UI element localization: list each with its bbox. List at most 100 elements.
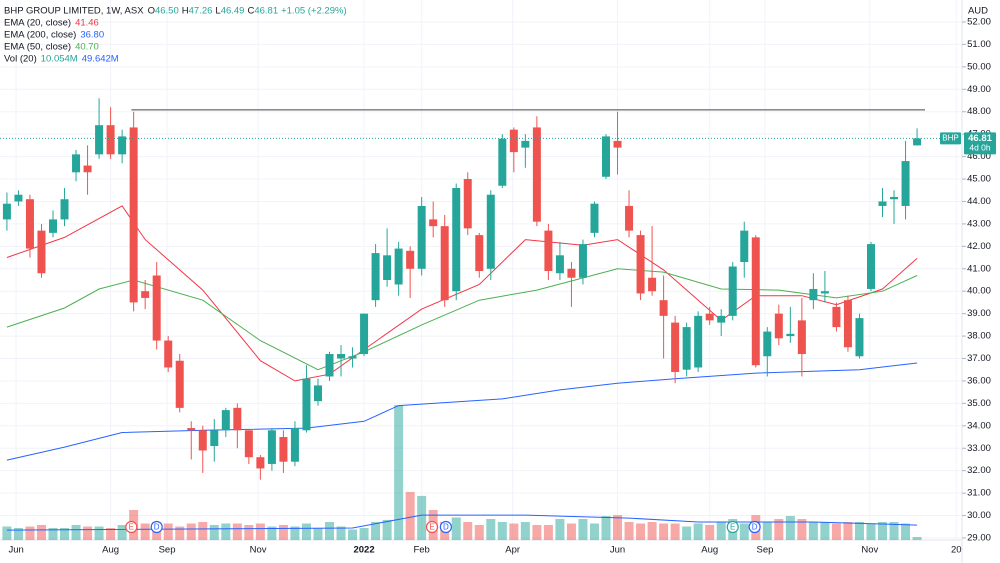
x-tick-label: Sep	[159, 545, 176, 556]
event-label: E	[129, 523, 134, 532]
volume-bar	[774, 519, 784, 540]
candle-body	[37, 230, 46, 274]
candle-body	[233, 407, 242, 431]
volume-bar	[290, 526, 300, 540]
volume-bar	[693, 523, 703, 540]
candle-body	[832, 306, 841, 328]
y-tick-label: 35.00	[967, 398, 991, 409]
volume-bar	[71, 525, 81, 540]
candle-body	[648, 277, 657, 292]
event-marker	[748, 520, 761, 534]
x-tick-label: Nov	[250, 545, 267, 556]
candle-body	[682, 327, 691, 370]
volume-bar	[555, 519, 565, 540]
candle-body	[129, 127, 138, 303]
volume-bar	[60, 528, 70, 540]
volume-bar	[486, 519, 496, 540]
candle-body	[763, 331, 772, 357]
candle-body	[417, 205, 426, 269]
candle-body	[244, 430, 253, 458]
volume-bar	[48, 528, 58, 540]
candle-body	[786, 333, 795, 337]
candle-body	[532, 127, 541, 222]
ohlc-label: H	[182, 6, 189, 17]
candle-body	[544, 230, 553, 272]
candle-body	[279, 437, 288, 462]
volume-bar	[601, 516, 611, 540]
currency: AUD	[968, 6, 988, 17]
volume-bar	[394, 405, 404, 540]
volume-bar	[382, 519, 392, 540]
volume-bar	[140, 523, 150, 540]
y-tick-label: 39.00	[967, 308, 991, 319]
event-label: E	[730, 523, 735, 532]
volume-bar	[36, 525, 46, 540]
candle-body	[118, 136, 127, 155]
candle-body	[440, 226, 449, 301]
volume-bar	[613, 515, 623, 540]
event-marker	[439, 520, 452, 534]
volume-bar	[912, 536, 922, 540]
candle-body	[740, 230, 749, 263]
y-tick-label: 42.00	[967, 241, 991, 252]
candle-body	[636, 235, 645, 294]
x-tick-label: 20	[951, 545, 962, 556]
ema-line	[6, 362, 918, 461]
indicator-lines	[6, 205, 918, 531]
candle-body	[820, 291, 829, 294]
volume-bar	[198, 522, 208, 540]
event-marker	[425, 520, 439, 534]
candle-body	[555, 255, 564, 274]
x-tick-label: Jun	[610, 545, 625, 556]
volume-bar	[417, 495, 427, 540]
price-tag-bg	[964, 132, 996, 155]
candle-body	[25, 199, 34, 249]
volume-bar	[451, 517, 461, 540]
candle-body	[290, 428, 299, 462]
event-label: D	[752, 523, 758, 532]
symbol-tag: BHP	[942, 134, 958, 143]
chart-title: BHP GROUP LIMITED, 1W, ASX	[4, 6, 144, 17]
candle-body	[809, 288, 818, 301]
ohlc-label: O	[148, 6, 155, 17]
candle-body	[394, 248, 403, 285]
ohlc-label: L	[215, 6, 220, 17]
volume-bar	[209, 525, 219, 540]
y-tick-label: 50.00	[967, 61, 991, 72]
candle-body	[348, 356, 357, 359]
y-tick-label: 51.00	[967, 39, 991, 50]
volume-bar	[163, 523, 173, 540]
candle-body	[567, 268, 576, 278]
candle-body	[498, 138, 507, 186]
y-tick-label: 38.00	[967, 331, 991, 342]
event-marker	[150, 520, 163, 534]
candle-body	[521, 140, 530, 148]
volume-bar	[543, 525, 553, 540]
volume-bar	[348, 529, 358, 540]
x-tick-label: Aug	[701, 545, 718, 556]
candle-body	[302, 378, 311, 431]
candle-body	[463, 179, 472, 229]
candle-body	[60, 199, 69, 220]
x-tick-label: Aug	[102, 545, 119, 556]
volume-bar	[705, 525, 715, 540]
candle-body	[256, 457, 265, 469]
indicator-name: Vol (20)	[4, 54, 37, 65]
y-tick-label: 36.00	[967, 375, 991, 386]
candle-body	[429, 219, 438, 227]
volume-bar	[739, 523, 749, 540]
volume-bar	[324, 522, 334, 540]
candle-body	[2, 203, 11, 220]
candle-body	[175, 360, 184, 408]
indicator-value: 10.054M	[41, 54, 78, 65]
candle-body	[602, 136, 611, 177]
volume-bar	[232, 523, 242, 540]
volume-bar	[659, 523, 669, 540]
candle-body	[406, 250, 415, 269]
candle-body	[475, 235, 484, 272]
candle-body	[106, 125, 115, 155]
y-tick-label: 41.00	[967, 263, 991, 274]
candle-body	[164, 340, 173, 368]
